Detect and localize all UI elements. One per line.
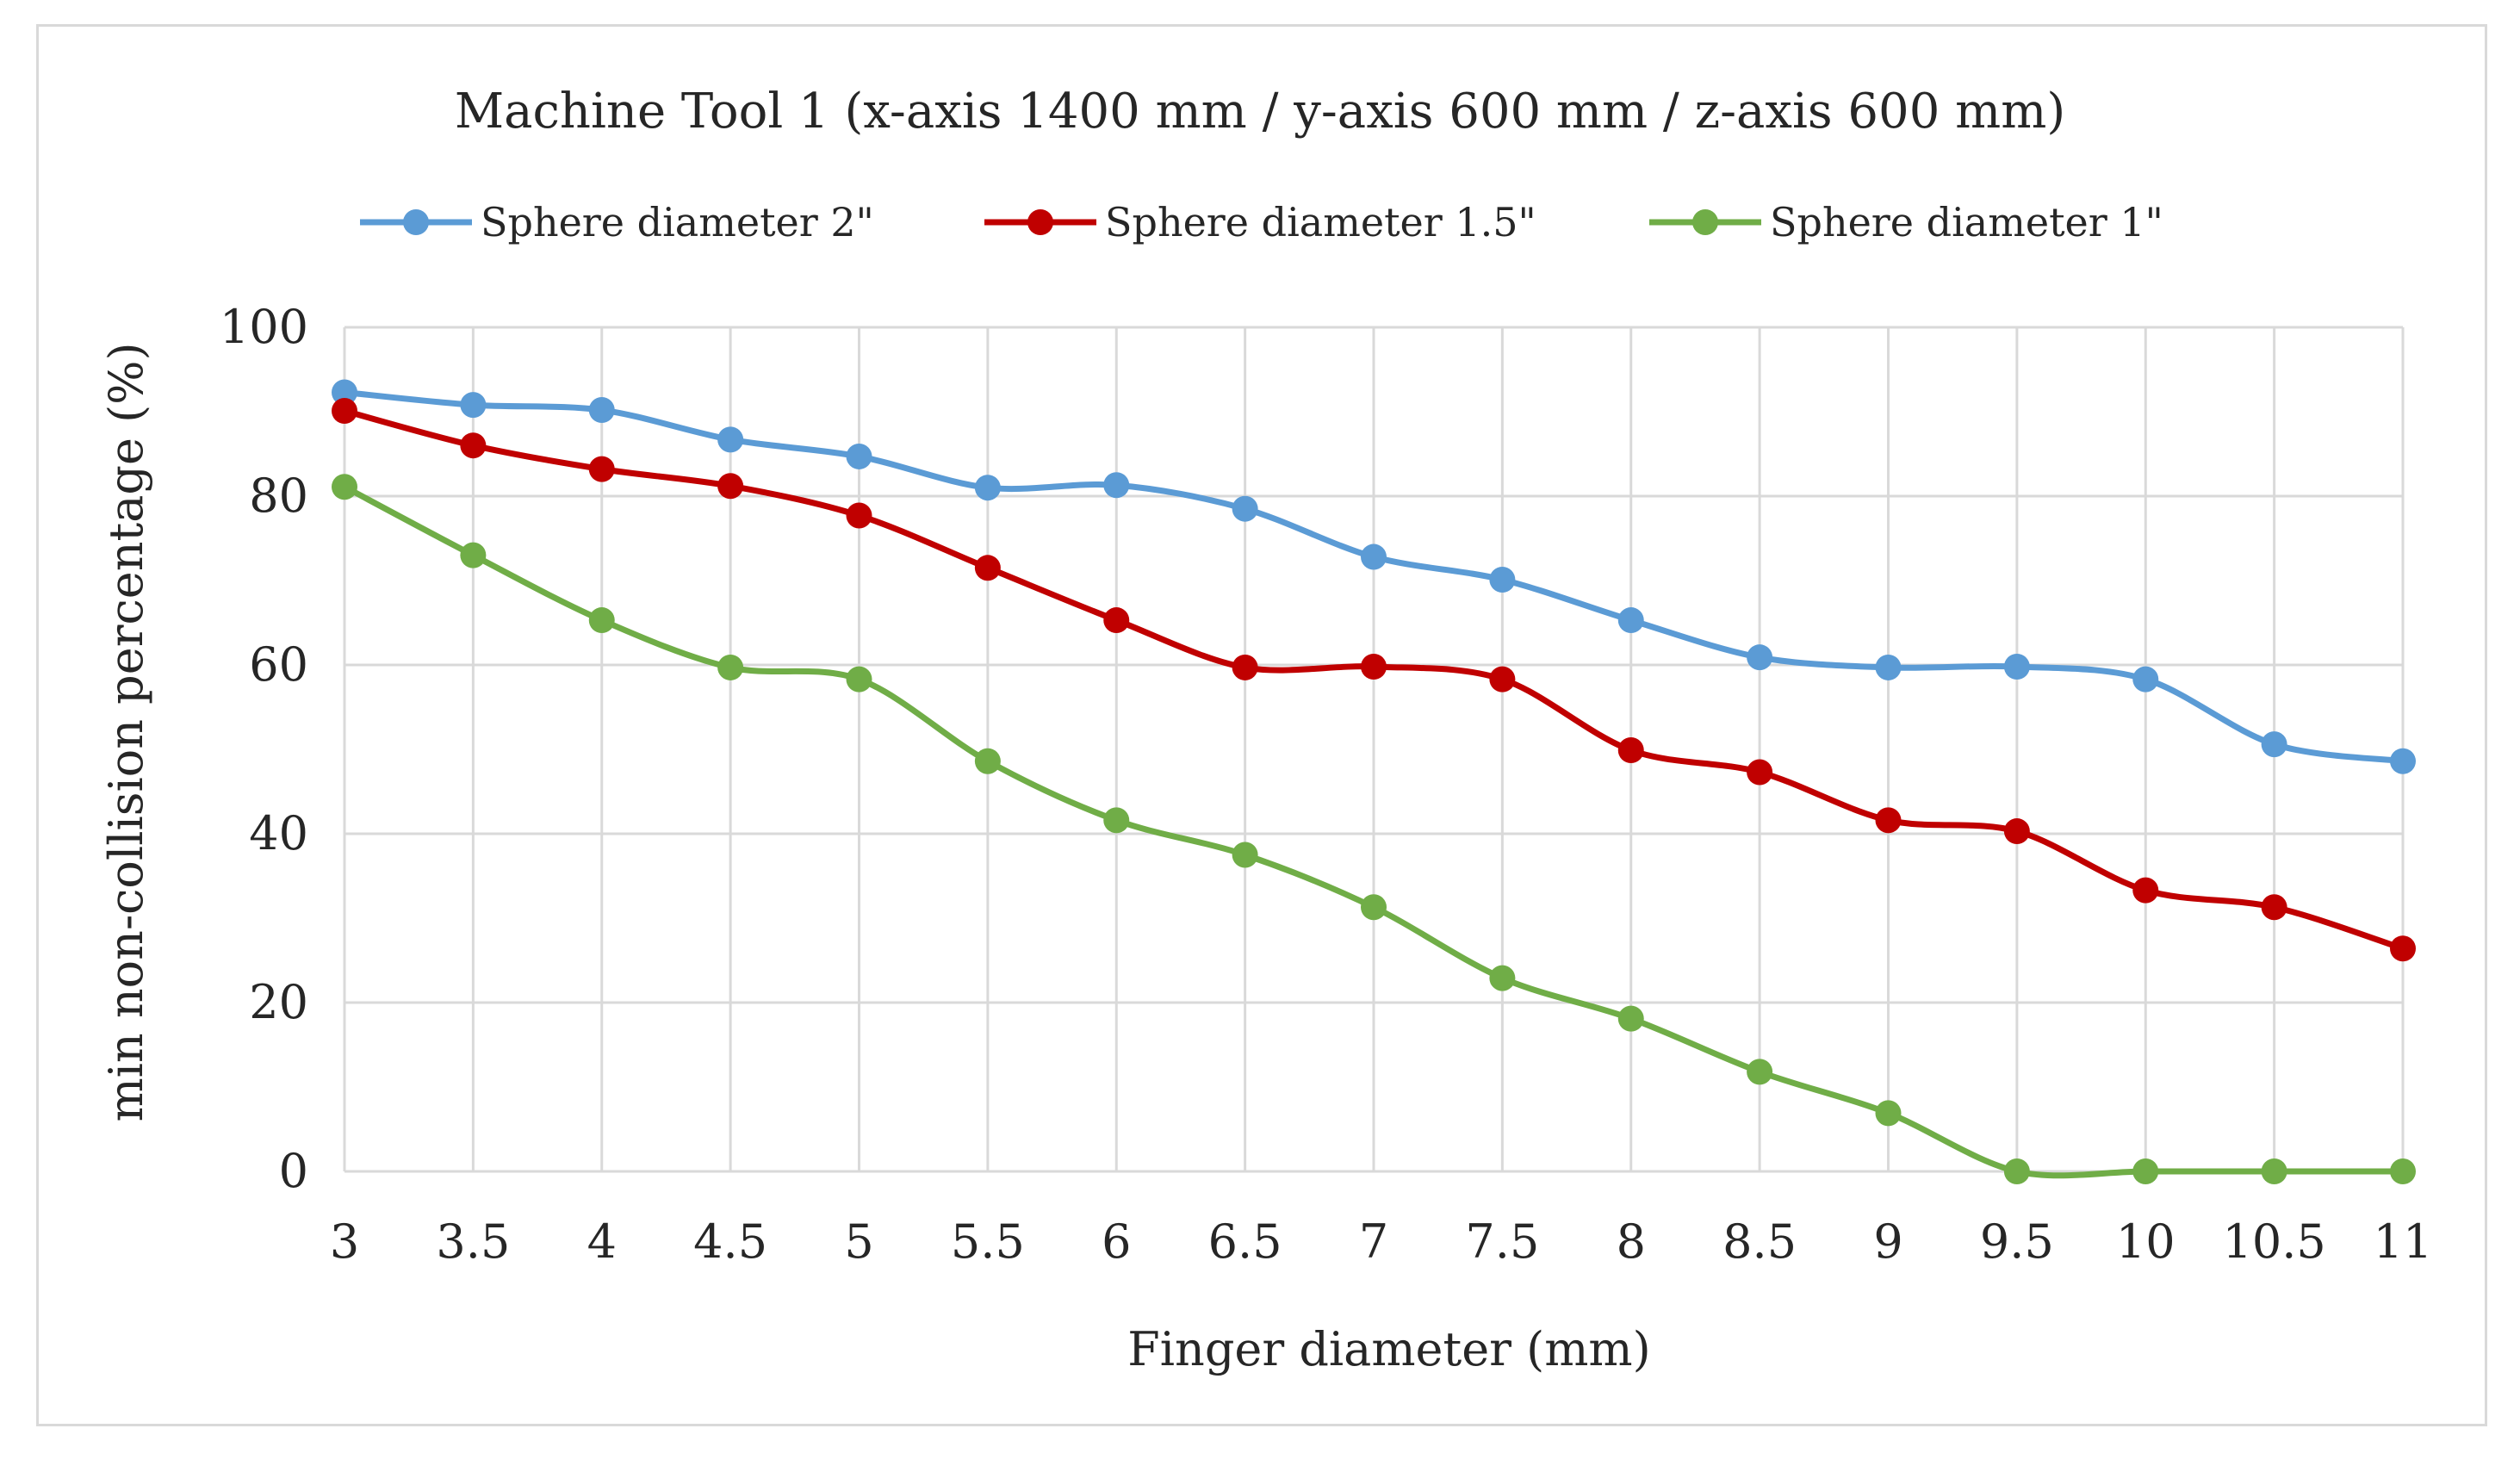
chart-title: Machine Tool 1 (x-axis 1400 mm / y-axis … bbox=[455, 84, 2065, 140]
data-point bbox=[1489, 965, 1516, 991]
series-1 bbox=[332, 379, 2416, 774]
data-point bbox=[2132, 666, 2159, 693]
data-point bbox=[974, 475, 1001, 501]
y-tick-label: 20 bbox=[249, 975, 308, 1029]
data-point bbox=[2003, 818, 2030, 845]
data-point bbox=[1617, 607, 1644, 634]
data-point bbox=[2132, 1158, 2159, 1184]
data-point bbox=[1617, 1005, 1644, 1032]
data-point bbox=[2390, 1158, 2416, 1184]
legend-marker bbox=[1692, 209, 1718, 235]
legend-marker bbox=[1027, 209, 1053, 235]
series-3 bbox=[332, 474, 2416, 1184]
chart-frame bbox=[36, 24, 2487, 1426]
x-tick-label: 3.5 bbox=[436, 1214, 510, 1269]
data-point bbox=[460, 542, 487, 568]
y-tick-label: 40 bbox=[249, 806, 308, 860]
x-tick-label: 5.5 bbox=[951, 1214, 1025, 1269]
x-tick-label: 4.5 bbox=[693, 1214, 767, 1269]
data-point bbox=[2132, 877, 2159, 904]
data-point bbox=[846, 666, 872, 693]
data-point bbox=[460, 392, 487, 419]
x-tick-label: 6 bbox=[1102, 1214, 1131, 1269]
x-axis-ticks: 3 3.5 4 4.5 5 5.5 6 6.5 7 7.5 8 8.5 9 9.5 10 10.5 11 bbox=[330, 1214, 2433, 1269]
data-point bbox=[1361, 653, 1387, 680]
legend-marker bbox=[403, 209, 429, 235]
data-point bbox=[2003, 653, 2030, 680]
data-point bbox=[1361, 543, 1387, 570]
data-point bbox=[1875, 1100, 1902, 1127]
x-tick-label: 8 bbox=[1617, 1214, 1646, 1269]
data-point bbox=[2261, 894, 2287, 921]
data-point bbox=[2003, 1158, 2030, 1184]
data-point bbox=[1617, 736, 1644, 763]
data-point bbox=[2261, 731, 2287, 758]
y-tick-label: 60 bbox=[249, 637, 308, 692]
series-group bbox=[332, 379, 2416, 1184]
legend-label: Sphere diameter 1.5" bbox=[1105, 199, 1536, 245]
data-point bbox=[846, 502, 872, 529]
x-tick-label: 7 bbox=[1359, 1214, 1388, 1269]
data-point bbox=[588, 456, 615, 482]
data-point bbox=[717, 654, 744, 680]
x-tick-label: 9.5 bbox=[1980, 1214, 2054, 1269]
data-point bbox=[332, 398, 357, 425]
data-point bbox=[1232, 654, 1258, 680]
legend-label: Sphere diameter 1" bbox=[1770, 199, 2163, 245]
legend-item-2: Sphere diameter 1.5" bbox=[984, 199, 1536, 245]
data-point bbox=[1489, 567, 1516, 593]
y-tick-label: 80 bbox=[249, 469, 308, 523]
data-point bbox=[588, 397, 615, 424]
y-tick-label: 0 bbox=[279, 1144, 308, 1198]
data-point bbox=[1361, 894, 1387, 921]
data-point bbox=[1875, 807, 1902, 834]
data-point bbox=[1103, 472, 1130, 499]
y-axis-ticks: 0 20 40 60 80 100 bbox=[220, 300, 308, 1198]
y-axis-label: min non-collision percentage (%) bbox=[99, 342, 153, 1121]
x-tick-label: 7.5 bbox=[1465, 1214, 1539, 1269]
data-point bbox=[1747, 759, 1773, 786]
x-tick-label: 9 bbox=[1873, 1214, 1902, 1269]
data-point bbox=[1747, 1059, 1773, 1085]
data-point bbox=[1103, 607, 1130, 634]
data-point bbox=[332, 474, 357, 500]
x-tick-label: 3 bbox=[330, 1214, 359, 1269]
legend-label: Sphere diameter 2" bbox=[481, 199, 874, 245]
data-point bbox=[2261, 1158, 2287, 1184]
x-tick-label: 8.5 bbox=[1722, 1214, 1797, 1269]
data-point bbox=[974, 748, 1001, 774]
gridlines bbox=[343, 326, 2405, 1173]
data-point bbox=[717, 473, 744, 500]
x-tick-label: 4 bbox=[587, 1214, 617, 1269]
series-2 bbox=[332, 398, 2416, 962]
legend-item-3: Sphere diameter 1" bbox=[1649, 199, 2163, 245]
data-point bbox=[717, 426, 744, 453]
x-tick-label: 5 bbox=[844, 1214, 873, 1269]
data-point bbox=[1232, 842, 1258, 868]
data-point bbox=[2390, 935, 2416, 962]
data-point bbox=[1747, 644, 1773, 671]
legend: Sphere diameter 2" Sphere diameter 1.5" Sp… bbox=[360, 199, 2163, 245]
data-point bbox=[1103, 807, 1130, 834]
x-tick-label: 11 bbox=[2374, 1214, 2433, 1269]
data-point bbox=[2390, 748, 2416, 774]
data-point bbox=[974, 555, 1001, 581]
data-point bbox=[846, 443, 872, 469]
data-point bbox=[1489, 666, 1516, 693]
data-point bbox=[460, 432, 487, 459]
legend-item-1: Sphere diameter 2" bbox=[360, 199, 874, 245]
y-tick-label: 100 bbox=[220, 300, 308, 354]
x-tick-label: 10 bbox=[2116, 1214, 2176, 1269]
x-tick-label: 10.5 bbox=[2223, 1214, 2326, 1269]
data-point bbox=[1232, 495, 1258, 522]
data-point bbox=[1875, 654, 1902, 680]
data-point bbox=[588, 607, 615, 634]
x-axis-label: Finger diameter (mm) bbox=[1127, 1322, 1650, 1376]
x-tick-label: 6.5 bbox=[1208, 1214, 1282, 1269]
data-point bbox=[332, 379, 357, 406]
